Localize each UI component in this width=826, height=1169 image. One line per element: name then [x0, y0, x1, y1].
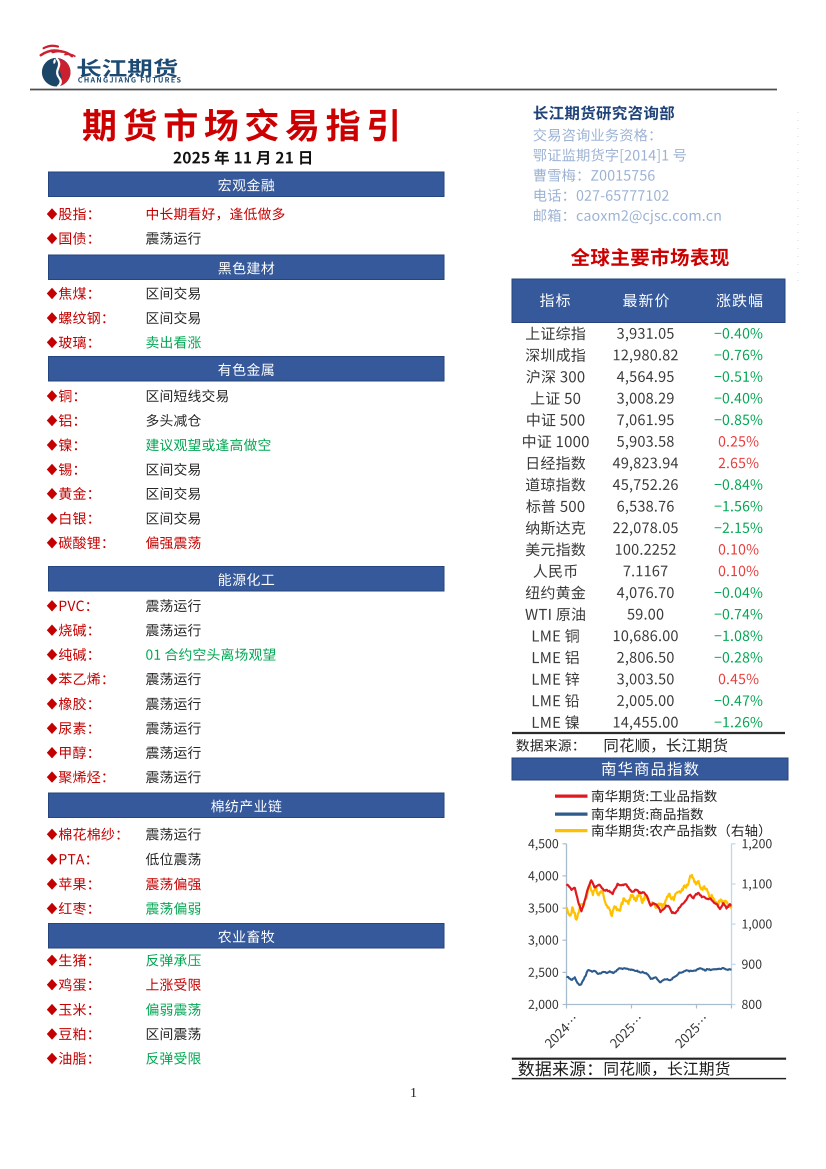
svg-text:1: 1 [410, 1086, 417, 1101]
